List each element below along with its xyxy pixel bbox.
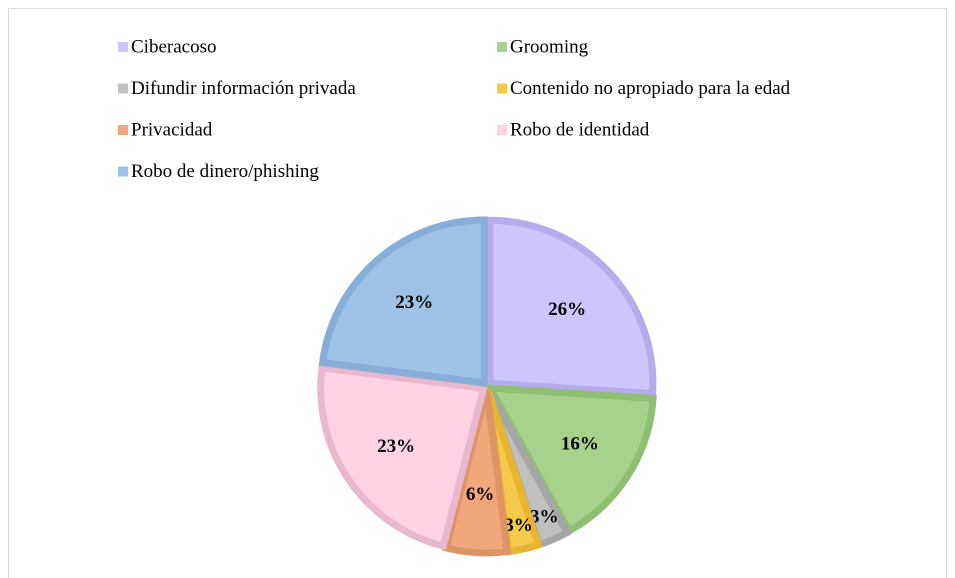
data-label: 26%: [548, 299, 586, 320]
legend-label: Privacidad: [131, 119, 213, 140]
data-label: 16%: [561, 433, 599, 454]
legend-swatch: [497, 42, 507, 52]
legend-label: Difundir información privada: [131, 78, 356, 99]
data-label: 6%: [466, 484, 495, 505]
legend-label: Robo de identidad: [510, 119, 650, 140]
pie-slice: [486, 216, 657, 398]
data-label: 23%: [395, 292, 433, 313]
legend-swatch: [118, 166, 128, 177]
data-label: 23%: [377, 436, 415, 457]
legend-label: Robo de dinero/phishing: [131, 161, 319, 182]
legend-swatch: [118, 125, 128, 135]
pie-slice: [318, 216, 488, 387]
data-label: 3%: [530, 507, 559, 528]
legend-label: Contenido no apropiado para la edad: [510, 78, 791, 99]
legend-swatch: [497, 83, 507, 94]
legend-label: Ciberacoso: [131, 36, 216, 57]
pie-slice: [317, 363, 489, 551]
legend-swatch: [118, 83, 128, 94]
legend-swatch: [118, 42, 128, 52]
legend-swatch: [497, 125, 507, 135]
data-label: 3%: [504, 515, 533, 536]
pie-slice: [484, 384, 657, 536]
legend-label: Grooming: [510, 36, 589, 57]
